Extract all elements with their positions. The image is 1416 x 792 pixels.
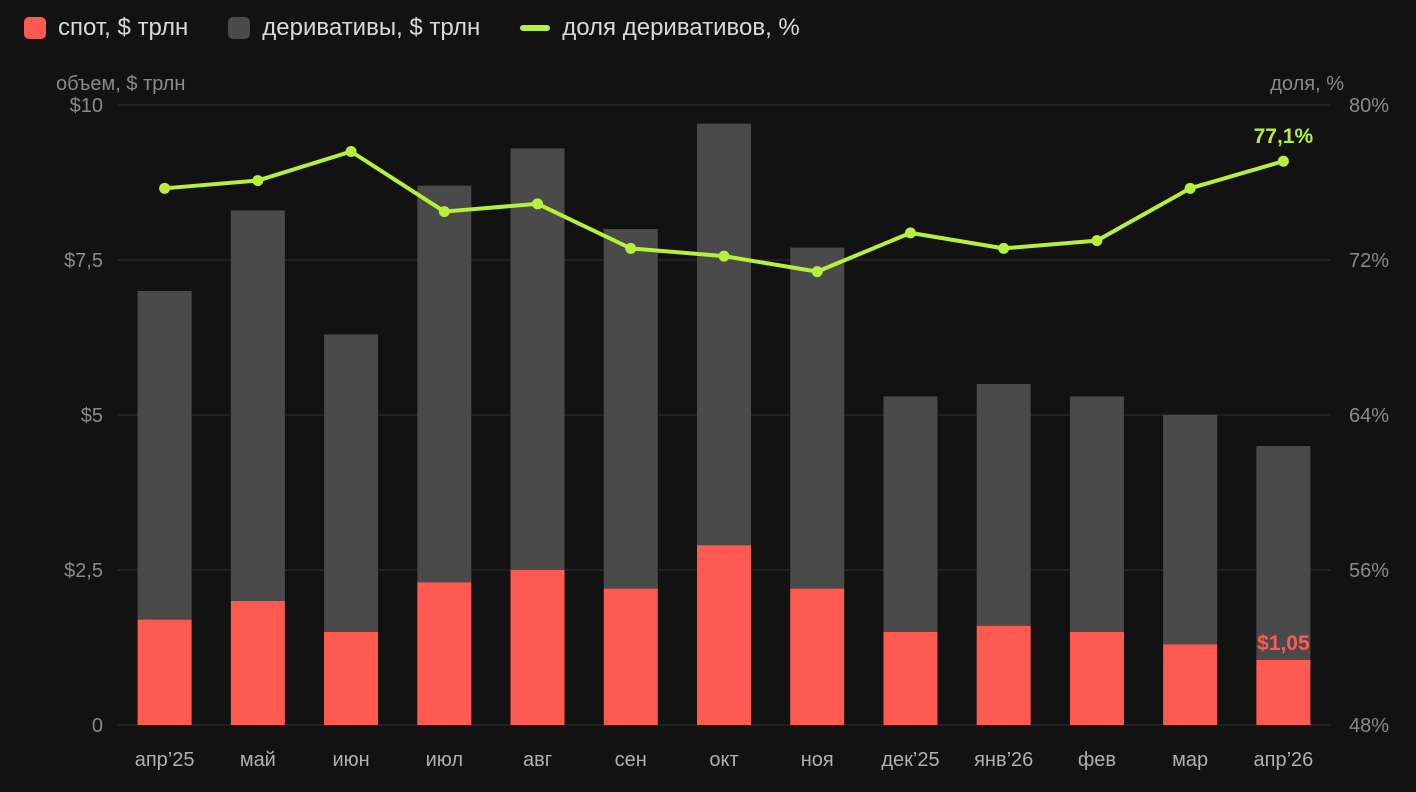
bar-derivatives	[790, 247, 845, 589]
bar-derivatives	[1163, 415, 1218, 645]
x-tick-label: июн	[332, 749, 369, 771]
annotation-share-last: 77,1%	[1254, 125, 1314, 148]
y-right-tick-label: 72%	[1349, 250, 1389, 272]
x-tick-label: апр’25	[135, 749, 195, 771]
bar-derivatives	[324, 334, 379, 632]
y-left-tick-label: $7,5	[64, 250, 103, 272]
bar-spot	[1256, 659, 1311, 725]
share-point	[159, 182, 171, 194]
bar-derivatives	[603, 229, 658, 589]
bar-spot	[417, 582, 472, 725]
bar-derivatives	[137, 291, 192, 620]
bar-spot	[697, 545, 751, 725]
share-point	[1184, 182, 1196, 194]
x-tick-label: дек’25	[881, 749, 939, 771]
share-point	[345, 146, 357, 157]
bar-spot	[230, 601, 285, 725]
legend-item-share: доля деривативов, %	[520, 14, 800, 42]
x-tick-label: сен	[615, 749, 647, 771]
legend-swatch-spot	[24, 17, 46, 39]
x-tick-label: мар	[1172, 749, 1208, 771]
x-tick-label: окт	[709, 749, 738, 771]
x-tick-label: фев	[1078, 749, 1116, 771]
bar-spot	[1069, 632, 1124, 725]
y-right-tick-label: 80%	[1349, 95, 1389, 117]
share-point	[904, 227, 916, 239]
bar-spot	[883, 632, 938, 725]
legend-label-share: доля деривативов, %	[562, 14, 800, 41]
share-point	[1091, 235, 1103, 247]
bar-derivatives	[976, 384, 1031, 626]
x-tick-label: май	[240, 749, 276, 771]
x-tick-label: июл	[426, 749, 463, 771]
share-point	[438, 206, 450, 218]
bar-derivatives	[1069, 396, 1124, 632]
bar-derivatives	[510, 148, 565, 570]
legend-label-derivatives: деривативы, $ трлн	[262, 14, 481, 41]
y-right-tick-label: 64%	[1349, 405, 1389, 427]
share-point	[718, 250, 730, 262]
x-tick-label: авг	[523, 749, 552, 771]
share-point	[625, 242, 637, 254]
bar-derivatives	[417, 185, 472, 583]
y-left-tick-label: $2,5	[64, 560, 103, 582]
x-tick-label: ноя	[801, 749, 834, 771]
share-point	[532, 198, 544, 210]
share-point	[811, 266, 823, 278]
bar-spot	[324, 632, 379, 725]
y-left-tick-label: $5	[81, 405, 103, 427]
bar-spot	[510, 570, 565, 725]
y-left-tick-label: $10	[70, 95, 103, 117]
legend-item-spot: спот, $ трлн	[24, 14, 188, 42]
bar-spot	[790, 588, 845, 725]
legend-swatch-share	[520, 25, 551, 31]
bar-derivatives	[697, 123, 751, 546]
bar-spot	[1163, 644, 1218, 725]
bar-spot	[603, 588, 658, 725]
x-tick-label: янв’26	[974, 749, 1033, 771]
y-right-tick-label: 56%	[1349, 560, 1389, 582]
legend-label-spot: спот, $ трлн	[58, 14, 189, 41]
annotation-spot-last: $1,05	[1257, 632, 1310, 655]
bar-derivatives	[230, 210, 285, 601]
y-right-axis-label: доля, %	[1270, 73, 1344, 95]
bar-derivatives	[1256, 446, 1311, 660]
share-point	[1277, 155, 1289, 167]
y-left-axis-label: объем, $ трлн	[56, 73, 185, 95]
share-point	[998, 242, 1010, 254]
y-left-tick-label: 0	[92, 715, 103, 737]
bar-spot	[137, 619, 192, 725]
legend-swatch-derivatives	[228, 17, 251, 39]
bar-spot	[976, 625, 1031, 725]
bar-derivatives	[883, 396, 938, 632]
y-right-tick-label: 48%	[1349, 715, 1389, 737]
legend: спот, $ трлн деривативы, $ трлн доля дер…	[24, 14, 800, 42]
share-point	[252, 175, 264, 187]
x-tick-label: апр’26	[1254, 749, 1314, 771]
legend-item-derivatives: деривативы, $ трлн	[228, 14, 480, 42]
